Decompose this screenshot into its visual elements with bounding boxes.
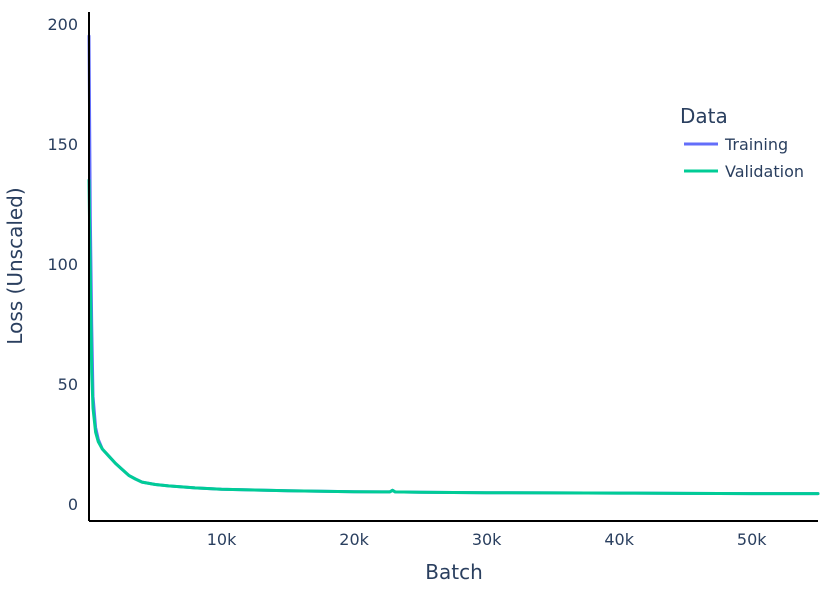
legend-label: Validation xyxy=(725,162,804,181)
y-tick-label: 0 xyxy=(68,495,78,514)
legend-item-training[interactable]: Training xyxy=(684,135,788,154)
y-tick-label: 100 xyxy=(47,255,78,274)
plot-traces xyxy=(87,34,820,496)
legend[interactable]: Data Training Validation xyxy=(680,104,804,181)
y-tick-label: 150 xyxy=(47,135,78,154)
y-tick-label: 50 xyxy=(58,375,78,394)
x-tick-label: 30k xyxy=(472,530,502,549)
x-tick-label: 40k xyxy=(604,530,634,549)
axes xyxy=(88,12,818,522)
legend-title: Data xyxy=(680,104,728,128)
series-line-validation xyxy=(87,178,820,496)
legend-item-validation[interactable]: Validation xyxy=(684,162,804,181)
y-tick-label: 200 xyxy=(47,15,78,34)
x-tick-label: 10k xyxy=(207,530,237,549)
y-tick-labels: 0 50 100 150 200 xyxy=(47,15,78,514)
x-tick-label: 50k xyxy=(737,530,767,549)
legend-label: Training xyxy=(724,135,788,154)
x-tick-label: 20k xyxy=(339,530,369,549)
x-tick-labels: 10k 20k 30k 40k 50k xyxy=(207,530,768,549)
y-axis-title: Loss (Unscaled) xyxy=(3,187,27,344)
x-axis-title: Batch xyxy=(425,560,483,584)
